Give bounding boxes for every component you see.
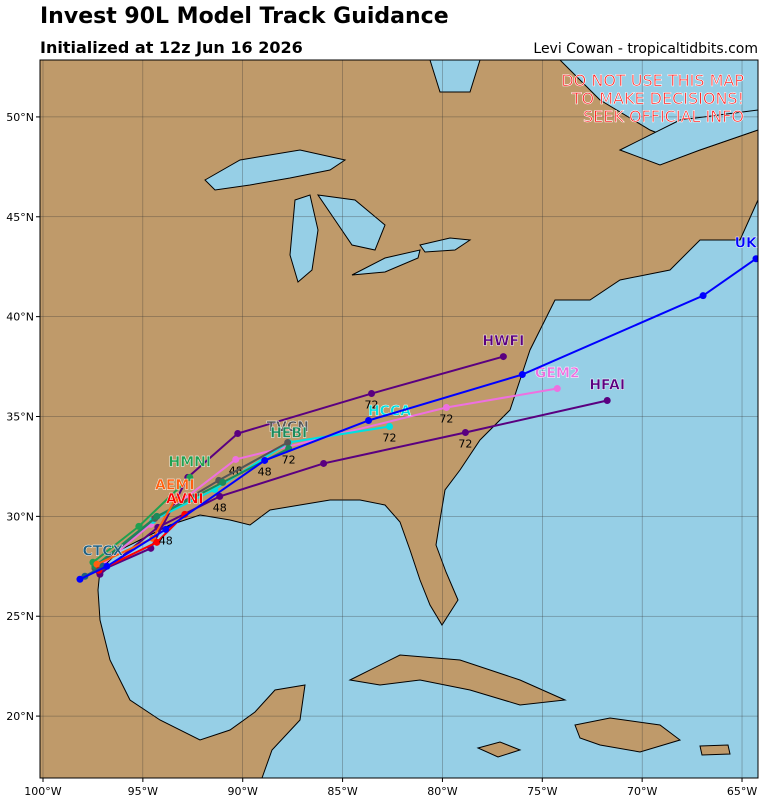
- track-point: [76, 575, 84, 583]
- track-point: [186, 473, 194, 481]
- track-point: [135, 522, 143, 530]
- y-tick-label: 40°N: [6, 311, 34, 324]
- track-point: [553, 385, 561, 393]
- axes: 100°W 95°W 90°W 85°W 80°W 75°W 70°W 65°W 20°N 25°…: [6, 111, 757, 798]
- track-name: GEM2: [535, 366, 580, 382]
- tracks: 72HWFI4872HFAI4872GEM272HCCATVCN72HEBIHM…: [76, 236, 768, 583]
- track-point: [320, 459, 328, 467]
- forecast-hour: 72: [439, 413, 453, 426]
- x-tick-label: 80°W: [427, 785, 457, 798]
- track-point: [368, 390, 376, 398]
- track-point: [442, 404, 450, 412]
- track-name: TVCN: [266, 419, 308, 435]
- track-point: [216, 492, 224, 500]
- lake-superior: [204, 149, 347, 191]
- track-point: [752, 255, 758, 263]
- jamaica: [476, 741, 522, 758]
- y-tick-label: 25°N: [6, 610, 34, 623]
- track-line: [79, 257, 757, 581]
- track-name: UKX2: [735, 236, 768, 252]
- track-line: [94, 447, 290, 568]
- y-tick-label: 20°N: [6, 710, 34, 723]
- track-name: HEBI: [270, 425, 307, 441]
- track-name: HMNI: [169, 454, 212, 470]
- x-tick-label: 90°W: [228, 785, 258, 798]
- warning-line: DO NOT USE THIS MAP: [561, 71, 744, 90]
- track-name: HFAI: [589, 378, 625, 394]
- puerto-rico: [699, 744, 731, 756]
- credit: Levi Cowan - tropicaltidbits.com: [533, 41, 758, 57]
- track-line: [98, 355, 504, 573]
- track-point: [103, 562, 111, 570]
- x-tick-label: 85°W: [327, 785, 357, 798]
- x-tick-label: 95°W: [128, 785, 158, 798]
- lake-erie: [351, 249, 421, 276]
- hispaniola: [574, 717, 682, 753]
- track-name: AVNI: [166, 491, 204, 507]
- track-point: [162, 525, 170, 533]
- track-point: [261, 456, 269, 464]
- lake-ontario: [419, 237, 472, 253]
- x-tick-label: 65°W: [727, 785, 757, 798]
- forecast-hour: 72: [365, 399, 379, 412]
- track-point: [153, 512, 161, 520]
- title: Invest 90L Model Track Guidance: [40, 4, 449, 29]
- track-point: [153, 538, 161, 546]
- plot-frame: [39, 59, 759, 779]
- track-point: [232, 455, 240, 463]
- forecast-hour: 72: [458, 437, 472, 450]
- x-tick-label: 100°W: [24, 785, 61, 798]
- warning-line: SEEK OFFICIAL INFO: [583, 107, 744, 126]
- track-point: [234, 429, 242, 437]
- y-tick-label: 35°N: [6, 411, 34, 424]
- y-tick-label: 30°N: [6, 510, 34, 523]
- subtitle: Initialized at 12z Jun 16 2026: [40, 38, 303, 57]
- forecast-hour: 48: [213, 501, 227, 514]
- track-point: [219, 478, 227, 486]
- track-point: [518, 371, 526, 379]
- track-point: [365, 416, 373, 424]
- y-tick-label: 45°N: [6, 211, 34, 224]
- track-name: CTCX: [82, 543, 123, 559]
- track-point: [499, 353, 507, 361]
- forecast-hour: 72: [383, 431, 397, 444]
- basemap: 72HWFI4872HFAI4872GEM272HCCATVCN72HEBIHM…: [40, 60, 768, 778]
- gulf-st-lawrence: [618, 109, 758, 166]
- track-name: AEMI: [155, 477, 195, 493]
- track-point: [93, 560, 101, 568]
- track-name: HCCA: [368, 403, 411, 419]
- track-point: [386, 422, 394, 430]
- track-point: [284, 438, 292, 446]
- warning-line: TO MAKE DECISIONS!: [571, 89, 744, 108]
- track-point: [461, 428, 469, 436]
- track-point: [699, 292, 707, 300]
- forecast-hour: 48: [258, 465, 272, 478]
- x-tick-label: 70°W: [627, 785, 657, 798]
- lake-huron: [316, 194, 386, 251]
- x-tick-label: 75°W: [527, 785, 557, 798]
- track-name: HWFI: [482, 334, 524, 350]
- forecast-hour: 48: [159, 534, 173, 547]
- y-tick-label: 50°N: [6, 111, 34, 124]
- track-line: [99, 399, 608, 576]
- forecast-hour: 72: [282, 453, 296, 466]
- track-point: [171, 496, 179, 504]
- graticule: [40, 60, 758, 778]
- track-point: [603, 397, 611, 405]
